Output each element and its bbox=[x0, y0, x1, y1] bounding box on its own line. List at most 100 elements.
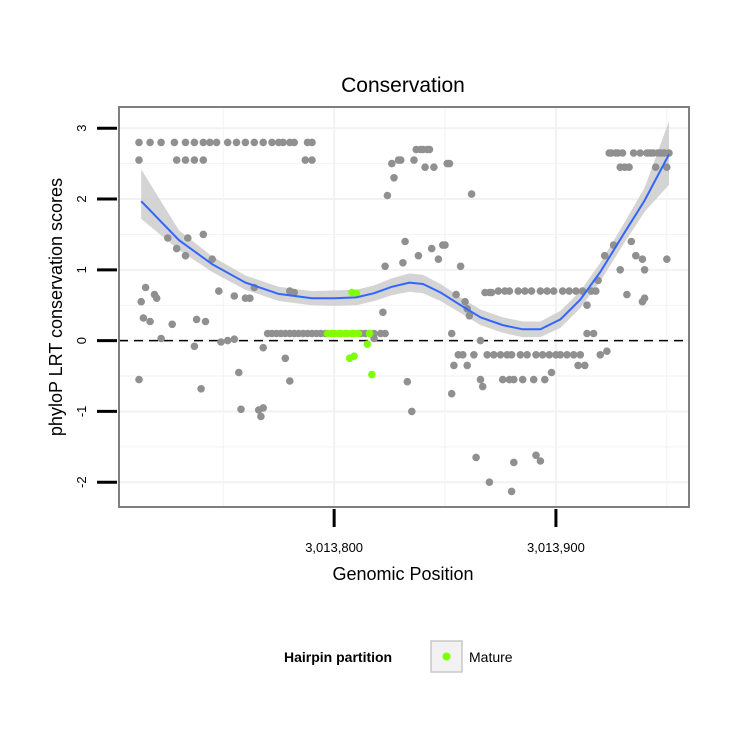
data-point-other bbox=[241, 138, 250, 147]
data-point-other bbox=[663, 255, 671, 263]
y-tick-label: 1 bbox=[74, 266, 89, 273]
data-point-other bbox=[192, 315, 201, 324]
data-point-other bbox=[181, 251, 190, 260]
data-point-other bbox=[510, 375, 518, 384]
data-point-other bbox=[308, 156, 316, 164]
data-point-other bbox=[569, 351, 578, 359]
data-point-other bbox=[223, 336, 232, 345]
data-point-other bbox=[212, 138, 221, 147]
data-point-other bbox=[181, 156, 190, 164]
legend-title: Hairpin partition bbox=[284, 649, 392, 665]
data-point-other bbox=[290, 288, 299, 297]
data-point-other bbox=[447, 329, 456, 338]
data-point-other bbox=[583, 329, 591, 338]
data-point-mature bbox=[354, 329, 363, 338]
data-point-other bbox=[463, 361, 472, 370]
data-point-other bbox=[565, 287, 573, 295]
data-point-other bbox=[381, 262, 389, 271]
data-point-other bbox=[286, 377, 294, 385]
data-point-other bbox=[237, 405, 245, 414]
data-point-other bbox=[545, 351, 554, 359]
data-point-other bbox=[618, 149, 627, 157]
data-point-other bbox=[441, 241, 449, 249]
data-point-other bbox=[476, 336, 485, 345]
data-point-other bbox=[223, 138, 232, 147]
data-point-other bbox=[638, 255, 647, 263]
data-point-other bbox=[135, 156, 143, 164]
data-point-other bbox=[518, 375, 527, 384]
data-point-other bbox=[556, 351, 565, 359]
data-point-other bbox=[452, 290, 460, 299]
data-point-other bbox=[589, 329, 598, 338]
data-point-other bbox=[629, 149, 638, 157]
y-tick-label: 2 bbox=[74, 195, 89, 202]
data-point-other bbox=[547, 368, 556, 377]
data-point-other bbox=[208, 255, 216, 263]
data-point-other bbox=[379, 308, 387, 317]
data-point-mature bbox=[365, 329, 374, 338]
data-point-other bbox=[574, 361, 582, 370]
legend: Hairpin partition Mature bbox=[284, 640, 513, 673]
data-point-other bbox=[636, 149, 644, 157]
data-point-other bbox=[370, 334, 378, 343]
smooth-line-layer bbox=[140, 153, 670, 331]
data-point-other bbox=[485, 478, 494, 487]
data-point-other bbox=[172, 156, 181, 164]
data-point-other bbox=[543, 287, 551, 295]
legend-label-mature: Mature bbox=[469, 649, 513, 665]
data-point-other bbox=[403, 377, 412, 386]
data-point-other bbox=[632, 251, 640, 260]
data-point-other bbox=[627, 237, 636, 246]
data-point-other bbox=[246, 294, 254, 303]
data-point-other bbox=[184, 234, 192, 242]
data-point-other bbox=[396, 156, 405, 164]
data-point-other bbox=[157, 138, 165, 147]
data-point-other bbox=[532, 351, 540, 359]
data-point-other bbox=[408, 407, 416, 416]
data-point-other bbox=[152, 294, 161, 303]
data-point-other bbox=[430, 163, 438, 171]
grid bbox=[119, 107, 689, 507]
data-point-other bbox=[168, 320, 176, 329]
data-point-other bbox=[410, 156, 418, 164]
data-point-other bbox=[549, 287, 558, 295]
data-point-other bbox=[259, 343, 268, 352]
data-point-other bbox=[206, 138, 214, 147]
points-layer bbox=[135, 138, 673, 496]
chart-title: Conservation bbox=[341, 74, 465, 97]
data-point-other bbox=[181, 138, 190, 147]
data-point-other bbox=[388, 159, 396, 168]
data-point-other bbox=[190, 138, 199, 147]
data-point-other bbox=[290, 138, 299, 147]
data-point-mature bbox=[363, 340, 372, 349]
data-point-other bbox=[640, 294, 649, 303]
data-point-other bbox=[450, 361, 458, 370]
data-point-other bbox=[483, 351, 492, 359]
data-point-other bbox=[529, 375, 538, 384]
y-tick-label: 3 bbox=[74, 125, 89, 132]
data-point-other bbox=[232, 138, 241, 147]
data-point-other bbox=[514, 287, 522, 295]
data-point-other bbox=[459, 351, 467, 359]
data-point-other bbox=[505, 287, 514, 295]
data-point-other bbox=[523, 351, 531, 359]
data-point-other bbox=[199, 230, 208, 239]
data-point-other bbox=[447, 389, 456, 398]
data-point-other bbox=[532, 451, 540, 460]
data-point-other bbox=[308, 138, 316, 147]
data-point-other bbox=[541, 375, 549, 384]
data-point-other bbox=[527, 287, 536, 295]
data-point-other bbox=[257, 412, 265, 421]
data-point-other bbox=[558, 287, 567, 295]
data-point-other bbox=[494, 287, 503, 295]
data-point-other bbox=[472, 453, 480, 462]
data-point-other bbox=[596, 351, 605, 359]
data-point-other bbox=[507, 487, 516, 496]
data-point-other bbox=[583, 301, 591, 310]
data-point-other bbox=[603, 347, 611, 356]
data-point-other bbox=[445, 159, 454, 168]
data-point-other bbox=[401, 237, 409, 246]
plot-panel-border bbox=[118, 106, 690, 508]
data-point-other bbox=[538, 351, 547, 359]
